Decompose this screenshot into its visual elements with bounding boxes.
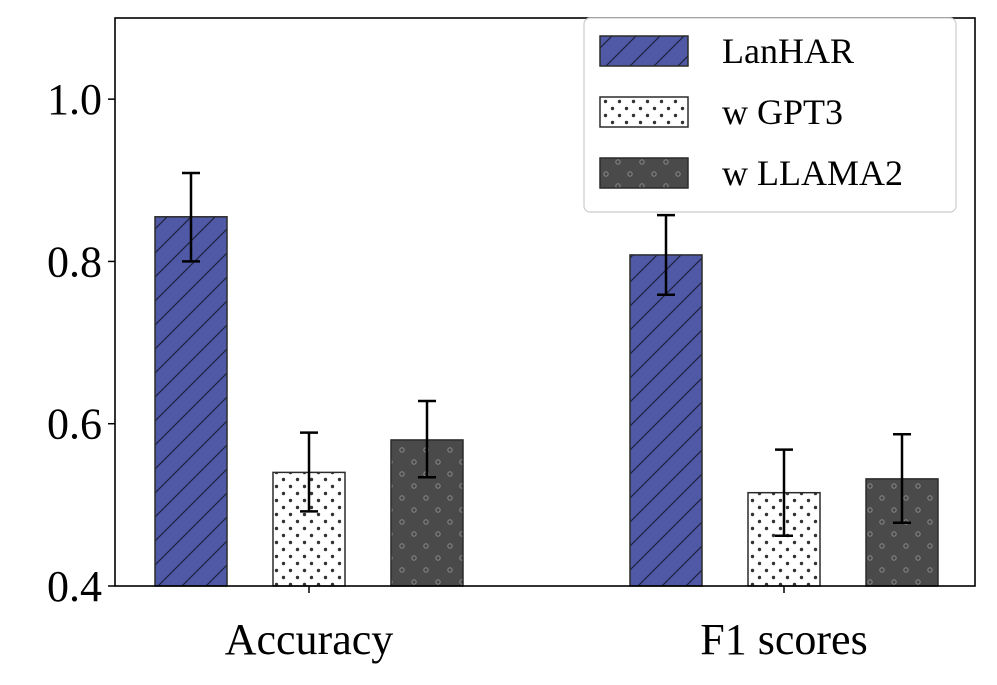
y-tick-label: 1.0 [47,75,102,124]
error-bar [775,448,793,537]
error-bar [182,171,200,263]
bar-lanhar-accuracy [154,216,228,587]
legend-label: w LLAMA2 [722,153,903,193]
legend-swatch [599,35,689,67]
legend-swatch [599,157,689,189]
plot-frame [114,17,976,587]
x-tick-label: Accuracy [225,615,394,664]
legend-item: LanHAR [599,31,854,71]
error-bar [300,431,318,513]
error-bar [657,213,675,296]
legend-swatch [599,96,689,128]
legend: LanHAR w GPT3 w LLAMA2 [583,17,957,213]
legend-label: w GPT3 [722,92,843,132]
y-tick-label: 0.6 [47,400,102,449]
legend-label: LanHAR [722,31,854,71]
legend-item: w LLAMA2 [599,153,903,193]
error-bar [893,433,911,524]
x-tick-label: F1 scores [700,615,867,664]
legend-item: w GPT3 [599,92,843,132]
bar-lanhar-f1-scores [629,254,703,587]
y-tick-label: 0.8 [47,237,102,286]
error-bar [418,399,436,479]
y-tick-label: 0.4 [47,562,102,611]
